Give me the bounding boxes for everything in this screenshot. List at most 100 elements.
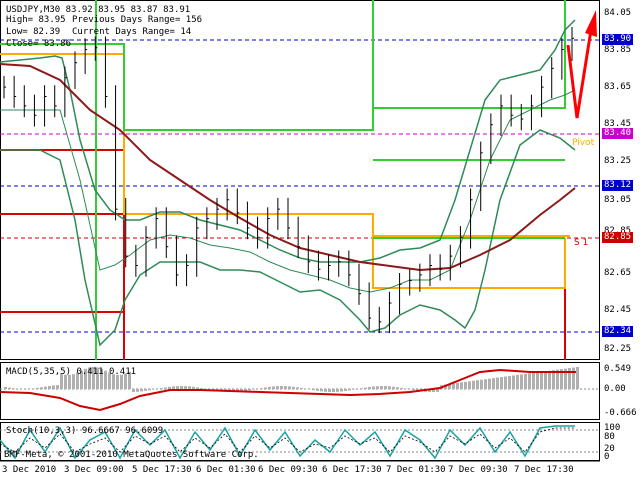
stoch-axis-100: 100 — [604, 423, 621, 433]
price-tick: 83.65 — [604, 82, 632, 92]
macd-bar — [172, 386, 175, 389]
macd-bar — [468, 381, 471, 389]
macd-bar — [400, 387, 403, 389]
price-tick: 82.65 — [604, 268, 632, 278]
macd-bar — [412, 389, 415, 391]
price-tag-82.85: 82.85 — [602, 232, 634, 243]
symbol-info: USDJPY,M30 83.92 83.95 83.87 83.91 — [6, 5, 191, 15]
macd-bar — [364, 387, 367, 389]
macd-bar — [152, 389, 155, 390]
red-range-line — [0, 149, 125, 360]
macd-bar — [452, 383, 455, 389]
macd-bar — [240, 389, 243, 392]
macd-bar — [504, 376, 507, 389]
macd-bar — [36, 387, 39, 389]
macd-bar — [532, 372, 535, 389]
macd-bar — [316, 389, 319, 391]
macd-bar — [500, 377, 503, 389]
macd-bar — [68, 374, 71, 389]
price-tag-83.90: 83.90 — [602, 34, 634, 45]
macd-bar — [248, 389, 251, 391]
macd-bar — [568, 368, 571, 389]
macd-axis-bottom: -0.666 — [604, 408, 637, 418]
macd-bar — [560, 369, 563, 389]
macd-bar — [360, 388, 363, 389]
macd-bar — [416, 389, 419, 391]
macd-bar — [432, 389, 435, 392]
macd-bar — [300, 387, 303, 389]
macd-bar — [40, 387, 43, 389]
macd-bar — [64, 374, 67, 389]
time-tick: 3 Dec 2010 — [2, 465, 57, 475]
macd-bar — [96, 367, 99, 389]
price-tick: 82.45 — [604, 305, 632, 315]
macd-bar — [352, 389, 355, 390]
macd-bar — [496, 377, 499, 389]
macd-bar — [488, 378, 491, 389]
time-tick: 7 Dec 01:30 — [386, 465, 446, 475]
price-tick: 82.25 — [604, 344, 632, 354]
current-days-range: Current Days Range= 14 — [72, 27, 192, 37]
macd-bar — [160, 388, 163, 389]
macd-bar — [244, 389, 247, 391]
time-tick: 5 Dec 17:30 — [132, 465, 192, 475]
macd-bar — [128, 371, 131, 389]
macd-bar — [484, 379, 487, 389]
macd-bar — [464, 381, 467, 389]
price-tick: 83.25 — [604, 156, 632, 166]
macd-bar — [44, 386, 47, 389]
macd-bar — [296, 387, 299, 389]
macd-bar — [4, 387, 7, 389]
time-tick: 6 Dec 17:30 — [322, 465, 382, 475]
macd-bar — [196, 387, 199, 389]
macd-bar — [92, 367, 95, 389]
macd-bar — [280, 386, 283, 389]
green-range-line-2 — [373, 0, 566, 109]
price-bars — [3, 27, 574, 334]
macd-bar — [164, 387, 167, 389]
macd-bar — [32, 388, 35, 389]
macd-bar — [136, 389, 139, 392]
macd-bar — [112, 374, 115, 389]
macd-axis-top: 0.549 — [604, 364, 632, 374]
macd-bar — [376, 386, 379, 389]
stoch-axis-80: 80 — [604, 432, 615, 442]
macd-bar — [492, 378, 495, 389]
close-info: Close= 83.86 — [6, 39, 72, 49]
macd-histogram — [4, 367, 579, 392]
macd-bar — [312, 389, 315, 391]
macd-bar — [332, 389, 335, 392]
copyright-text: BMF-Meta, © 2001-2010 MetaQuotes Softwar… — [4, 450, 259, 460]
time-tick: 6 Dec 09:30 — [258, 465, 318, 475]
macd-bar — [292, 386, 295, 389]
macd-bar — [396, 387, 399, 389]
macd-bar — [448, 383, 451, 389]
macd-bar — [100, 368, 103, 389]
macd-axis-zero: 0.00 — [604, 384, 626, 394]
green-range-line — [0, 0, 374, 131]
time-tick: 3 Dec 09:00 — [64, 465, 124, 475]
pivot-label: Pivot — [572, 138, 595, 148]
macd-bar — [148, 389, 151, 391]
macd-bar — [80, 370, 83, 389]
macd-bar — [552, 370, 555, 389]
price-tag-83.12: 83.12 — [602, 180, 634, 191]
price-tag-83.40: 83.40 — [602, 128, 634, 139]
macd-bar — [572, 367, 575, 389]
price-tick: 84.05 — [604, 8, 632, 18]
macd-bar — [192, 386, 195, 389]
price-tick: 82.85 — [604, 226, 632, 236]
macd-signal-line — [0, 368, 576, 412]
price-tick: 83.45 — [604, 119, 632, 129]
macd-bar — [544, 371, 547, 389]
macd-bar — [124, 373, 127, 389]
macd-bar — [104, 370, 107, 389]
macd-bar — [328, 389, 331, 392]
macd-label: MACD(5,35,5) 0.411 0.411 — [6, 367, 137, 377]
macd-bar — [380, 386, 383, 389]
macd-bar — [372, 386, 375, 389]
moving-average-line — [0, 63, 576, 272]
macd-bar — [516, 374, 519, 389]
